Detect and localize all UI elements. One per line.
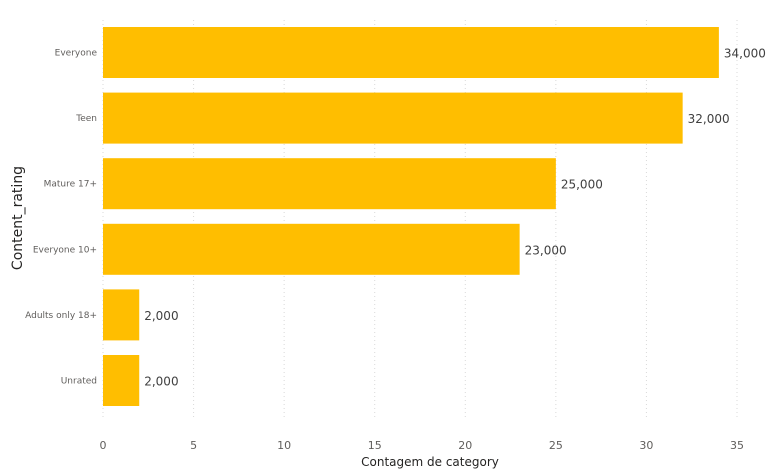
category-label: Mature 17+ [44,180,97,190]
bar[interactable] [103,223,520,275]
bar[interactable] [103,158,556,210]
data-label: 2,000 [144,309,178,323]
x-tick-label: 0 [100,439,107,452]
category-label: Everyone 10+ [33,245,97,255]
bar[interactable] [103,27,719,78]
gridlines [102,20,738,420]
y-axis-title: Content_rating [10,166,26,270]
x-tick-label: 35 [730,439,744,452]
category-label: Teen [75,114,97,124]
x-tick-label: 10 [277,439,291,452]
category-label: Adults only 18+ [25,311,97,321]
data-label: 25,000 [561,178,603,192]
x-axis-title: Contagem de category [361,455,499,469]
bar[interactable] [103,289,140,341]
x-tick-label: 15 [368,439,382,452]
bar[interactable] [103,355,140,406]
x-tick-label: 20 [458,439,472,452]
category-label: Unrated [61,377,97,387]
data-label: 34,000 [724,47,766,61]
category-labels: Everyone Teen Mature 17+ Everyone 10+ Adults… [25,49,97,387]
data-label: 2,000 [144,375,178,389]
data-label: 32,000 [688,112,730,126]
x-tick-label: 25 [549,439,563,452]
data-label: 23,000 [525,243,567,257]
x-tick-label: 30 [639,439,653,452]
bar[interactable] [103,92,683,144]
bars [103,27,719,406]
x-tick-labels: 0 5 10 15 20 25 30 35 [100,439,745,452]
category-label: Everyone [55,49,98,59]
x-tick-label: 5 [190,439,197,452]
data-labels: 34,000 32,000 25,000 23,000 2,000 2,000 [144,47,766,389]
